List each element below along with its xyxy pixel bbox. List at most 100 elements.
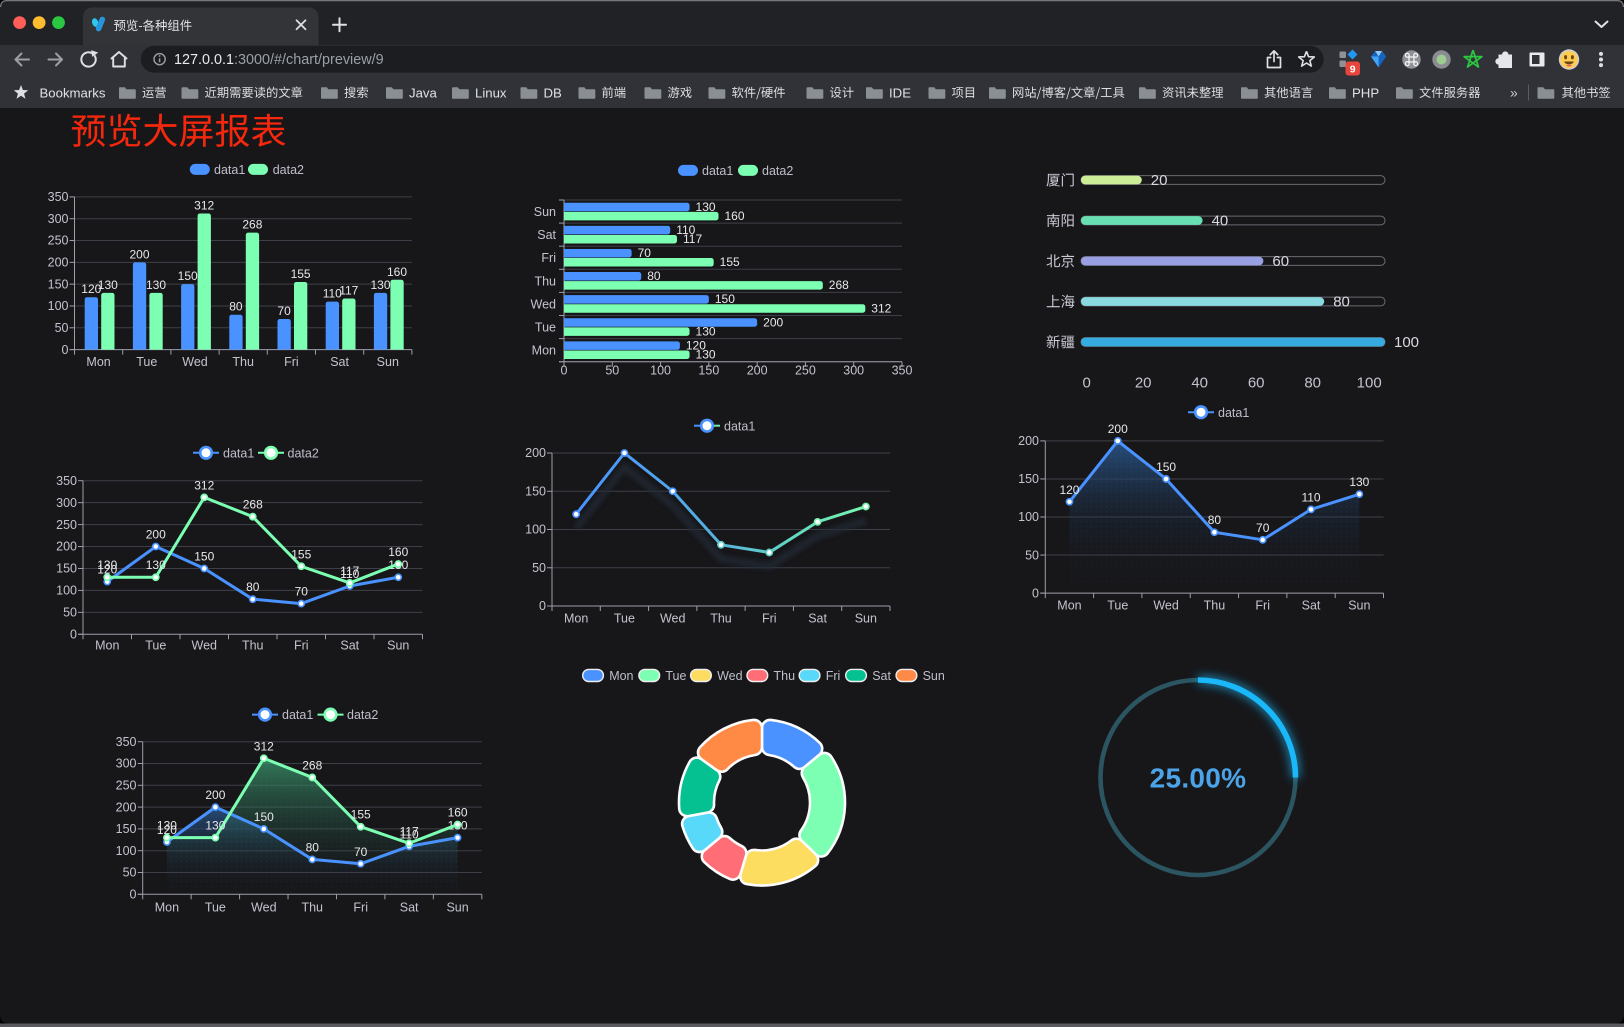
- svg-text:9: 9: [1350, 64, 1356, 76]
- svg-text:Tue: Tue: [614, 612, 635, 626]
- svg-text:60: 60: [1272, 253, 1289, 270]
- svg-text:100: 100: [48, 299, 69, 313]
- svg-text:Java: Java: [409, 86, 438, 101]
- svg-text:130: 130: [157, 819, 177, 833]
- svg-text:80: 80: [306, 840, 320, 854]
- svg-text:350: 350: [56, 474, 77, 488]
- svg-text:Tue: Tue: [665, 669, 686, 683]
- svg-text:0: 0: [1083, 375, 1091, 392]
- svg-text:350: 350: [892, 364, 913, 378]
- svg-text:110: 110: [323, 287, 342, 301]
- svg-text:300: 300: [116, 757, 137, 771]
- svg-text:50: 50: [532, 561, 546, 575]
- svg-text:Thu: Thu: [1204, 599, 1226, 613]
- svg-text:Mon: Mon: [564, 612, 588, 626]
- svg-text:Bookmarks: Bookmarks: [40, 86, 106, 101]
- svg-text:130: 130: [696, 347, 716, 361]
- svg-text:155: 155: [291, 267, 311, 281]
- svg-text:120: 120: [81, 282, 101, 296]
- svg-text:100: 100: [56, 584, 77, 598]
- svg-text:60: 60: [1248, 375, 1265, 392]
- svg-text:Sat: Sat: [537, 228, 556, 242]
- svg-text:80: 80: [1208, 513, 1222, 527]
- svg-text:200: 200: [56, 540, 77, 554]
- svg-text:300: 300: [48, 212, 69, 226]
- svg-text:250: 250: [795, 364, 816, 378]
- svg-text:data1: data1: [702, 164, 733, 178]
- svg-text:350: 350: [48, 190, 69, 204]
- svg-text:20: 20: [1135, 375, 1152, 392]
- svg-text:80: 80: [229, 300, 243, 314]
- svg-text:Sun: Sun: [855, 612, 877, 626]
- svg-text:data2: data2: [762, 164, 793, 178]
- svg-text:data1: data1: [724, 419, 755, 433]
- svg-text:Sat: Sat: [808, 612, 827, 626]
- svg-text:Fri: Fri: [294, 639, 309, 653]
- svg-text:Wed: Wed: [531, 297, 557, 311]
- svg-text:Sat: Sat: [330, 355, 349, 369]
- svg-text:40: 40: [1212, 213, 1229, 230]
- svg-text:150: 150: [715, 292, 735, 306]
- svg-text:200: 200: [48, 256, 69, 270]
- svg-text:Linux: Linux: [475, 86, 507, 101]
- svg-text:DB: DB: [544, 86, 563, 101]
- svg-text:Sat: Sat: [400, 901, 419, 915]
- svg-text:300: 300: [843, 364, 864, 378]
- svg-text:150: 150: [116, 822, 137, 836]
- svg-text:Mon: Mon: [155, 901, 179, 915]
- svg-text:100: 100: [1394, 334, 1419, 351]
- svg-text:100: 100: [525, 523, 546, 537]
- svg-text:data1: data1: [223, 446, 254, 460]
- svg-text:268: 268: [302, 758, 322, 772]
- svg-text:127.0.0.1:3000/#/chart/preview: 127.0.0.1:3000/#/chart/preview/9: [174, 52, 384, 68]
- svg-text:100: 100: [1357, 375, 1382, 392]
- svg-text:Thu: Thu: [242, 639, 264, 653]
- svg-text:120: 120: [97, 563, 117, 577]
- svg-text:160: 160: [388, 545, 408, 559]
- svg-text:100: 100: [650, 364, 671, 378]
- svg-text:data1: data1: [282, 708, 313, 722]
- svg-text:110: 110: [340, 567, 359, 581]
- svg-text:155: 155: [720, 255, 740, 269]
- svg-text:50: 50: [1025, 548, 1039, 562]
- svg-text:Sun: Sun: [446, 901, 468, 915]
- svg-text:200: 200: [146, 528, 166, 542]
- svg-text:150: 150: [698, 364, 719, 378]
- svg-text:IDE: IDE: [889, 86, 911, 101]
- svg-text:130: 130: [98, 278, 118, 292]
- svg-text:130: 130: [146, 278, 166, 292]
- svg-text:312: 312: [194, 198, 214, 212]
- svg-text:130: 130: [696, 324, 716, 338]
- svg-text:200: 200: [116, 800, 137, 814]
- svg-text:150: 150: [525, 484, 546, 498]
- svg-text:70: 70: [638, 246, 652, 260]
- svg-text:PHP: PHP: [1352, 86, 1379, 101]
- svg-text:50: 50: [63, 606, 77, 620]
- svg-text:200: 200: [747, 364, 768, 378]
- svg-text:Sun: Sun: [1348, 599, 1370, 613]
- svg-text:data1: data1: [1218, 406, 1249, 420]
- svg-text:117: 117: [339, 284, 358, 298]
- svg-text:80: 80: [1333, 294, 1350, 311]
- svg-text:Wed: Wed: [660, 612, 686, 626]
- svg-text:70: 70: [1256, 521, 1270, 535]
- svg-text:70: 70: [277, 304, 291, 318]
- svg-text:268: 268: [242, 218, 262, 232]
- svg-text:130: 130: [1349, 475, 1369, 489]
- svg-text:268: 268: [243, 498, 263, 512]
- svg-text:312: 312: [194, 478, 214, 492]
- svg-text:Sat: Sat: [872, 669, 891, 683]
- svg-text:117: 117: [340, 564, 359, 578]
- svg-text:80: 80: [647, 269, 661, 283]
- svg-text:Thu: Thu: [301, 901, 323, 915]
- svg-text:data2: data2: [347, 708, 378, 722]
- svg-text:Sun: Sun: [923, 669, 945, 683]
- svg-text:50: 50: [123, 866, 137, 880]
- svg-text:200: 200: [129, 247, 149, 261]
- svg-text:20: 20: [1151, 172, 1168, 189]
- svg-text:Sat: Sat: [1302, 599, 1321, 613]
- svg-text:0: 0: [561, 364, 568, 378]
- svg-text:200: 200: [1108, 422, 1128, 436]
- svg-text:Tue: Tue: [136, 355, 157, 369]
- svg-text:150: 150: [56, 562, 77, 576]
